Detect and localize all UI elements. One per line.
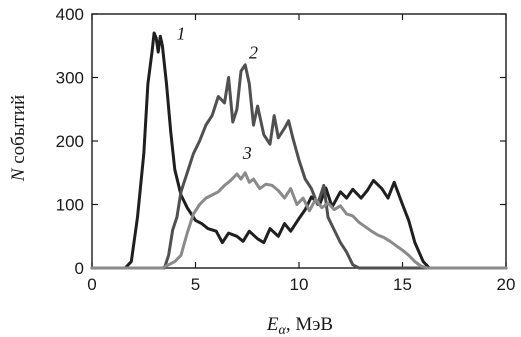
- y-tick-label: 100: [56, 196, 84, 215]
- series-layer: [90, 31, 508, 270]
- y-tick-label: 400: [56, 5, 84, 24]
- series-1-line: [90, 31, 508, 270]
- series-3-line: [90, 171, 508, 270]
- series-2-line: [90, 63, 508, 270]
- series-3-label: 3: [242, 143, 252, 163]
- series-labels: 1 2 3: [177, 23, 258, 162]
- x-tick-label: 20: [497, 275, 516, 294]
- x-tick-label: 15: [393, 275, 412, 294]
- x-axis-title: Eα, МэВ: [266, 314, 333, 337]
- series-1-label: 1: [177, 23, 186, 43]
- plot-frame: [91, 13, 507, 269]
- x-tick-label: 5: [191, 275, 200, 294]
- y-tick-label: 200: [56, 132, 84, 151]
- x-tick-label: 0: [87, 275, 96, 294]
- y-tick-label: 300: [56, 69, 84, 88]
- y-tick-label: 0: [75, 259, 84, 278]
- series-2-label: 2: [249, 42, 258, 62]
- x-tick-label: 10: [290, 275, 309, 294]
- y-axis-title: N событий: [8, 95, 29, 182]
